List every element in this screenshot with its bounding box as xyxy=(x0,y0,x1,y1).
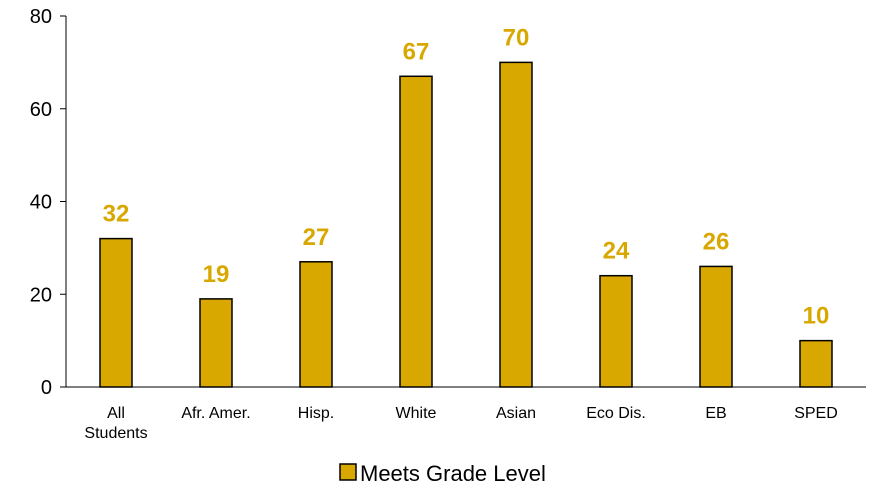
data-label: 19 xyxy=(203,261,230,288)
x-axis: All Students Afr. Amer. Hisp. White Asian Eco … xyxy=(66,386,866,442)
data-label: 24 xyxy=(603,238,630,265)
bar xyxy=(699,265,733,388)
bar xyxy=(599,274,633,388)
y-tick-label: 80 xyxy=(30,6,52,28)
data-label: 26 xyxy=(703,228,730,255)
bar xyxy=(499,61,533,388)
y-tick-label: 40 xyxy=(30,192,52,214)
x-tick-label: Afr. Amer. xyxy=(181,405,250,422)
x-tick-label-line: SPED xyxy=(794,405,838,422)
x-tick-label: All Students xyxy=(84,405,147,442)
x-tick-label: Hisp. xyxy=(298,405,334,422)
x-tick-label: Eco Dis. xyxy=(586,405,646,422)
bar xyxy=(799,339,833,388)
data-label: 32 xyxy=(103,201,130,228)
y-axis: 0 20 40 60 80 xyxy=(30,6,67,399)
legend-swatch xyxy=(339,463,357,481)
x-tick-label-line: Hisp. xyxy=(298,405,334,422)
x-tick-label-line: Eco Dis. xyxy=(586,405,646,422)
x-tick-label-line: Afr. Amer. xyxy=(181,405,250,422)
bar xyxy=(199,298,233,388)
data-label: 67 xyxy=(403,38,430,65)
data-label: 27 xyxy=(303,224,330,251)
data-label: 70 xyxy=(503,24,530,51)
bar xyxy=(299,261,333,388)
x-tick-label-line: Asian xyxy=(496,405,536,422)
bar xyxy=(399,75,433,388)
data-label: 10 xyxy=(803,303,830,330)
bars: 32 19 27 67 70 24 26 10 xyxy=(99,24,833,388)
x-tick-label-line: Students xyxy=(84,425,147,442)
x-tick-label: White xyxy=(396,405,437,422)
y-tick-label: 0 xyxy=(41,377,52,399)
x-tick-label-line: White xyxy=(396,405,437,422)
x-tick-label-line: All xyxy=(107,405,125,422)
legend-label: Meets Grade Level xyxy=(360,461,546,486)
y-tick-label: 20 xyxy=(30,284,52,306)
x-tick-label-line: EB xyxy=(705,405,726,422)
bar xyxy=(99,237,133,388)
x-tick-label: Asian xyxy=(496,405,536,422)
x-tick-label: EB xyxy=(705,405,726,422)
legend: Meets Grade Level xyxy=(339,461,546,486)
x-tick-label: SPED xyxy=(794,405,838,422)
y-tick-label: 60 xyxy=(30,99,52,121)
